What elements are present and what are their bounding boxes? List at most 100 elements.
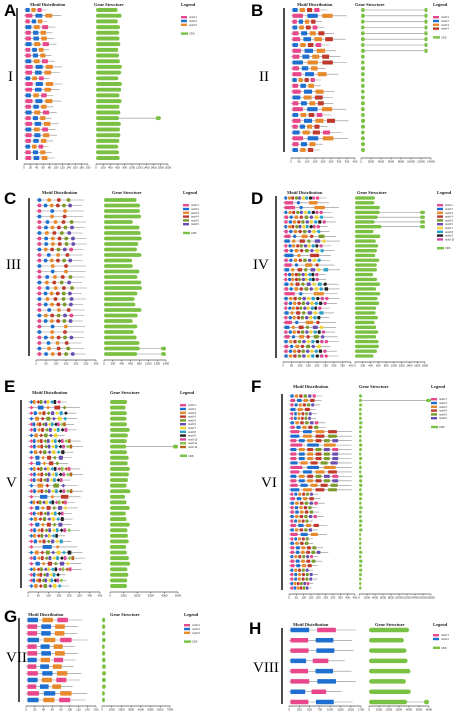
motif-mark (43, 335, 48, 340)
legend-label: motif 9 (188, 434, 196, 438)
motif-mark (41, 677, 52, 683)
motif-mark (308, 258, 312, 262)
motif-mark (307, 465, 319, 470)
motif-mark (297, 253, 301, 258)
motif-mark (55, 539, 60, 544)
motif-mark (58, 444, 63, 449)
motif-mark (64, 236, 69, 241)
legend-label: motif 2 (441, 637, 449, 641)
motif-mark (292, 19, 297, 24)
motif-mark (303, 210, 308, 215)
motif-mark (298, 456, 305, 461)
motif-mark (290, 443, 303, 447)
motif-mark (71, 556, 75, 561)
gene-axis-tick-label: 8000 (388, 596, 395, 600)
motif-mark (61, 500, 65, 505)
motif-mark (43, 439, 48, 443)
motif-mark (290, 658, 307, 664)
motif-mark (29, 511, 34, 516)
motif-mark (317, 344, 321, 349)
panel-label: G (4, 607, 18, 626)
motif-mark (37, 324, 42, 329)
legend-swatch (433, 634, 439, 637)
motif-mark (29, 517, 34, 522)
motif-mark (284, 201, 294, 205)
cds-block (361, 48, 365, 53)
cds-block (355, 220, 375, 224)
gene-axis-tick-label: 1600 (150, 166, 157, 170)
motif-mark (50, 466, 55, 471)
motif-mark (312, 130, 320, 135)
motif-mark (290, 568, 294, 572)
motif-mark (42, 545, 52, 549)
motif-mark (47, 439, 50, 443)
motif-mark (332, 448, 339, 452)
cds-block (104, 258, 133, 263)
motif-mark (52, 522, 57, 527)
motif-mark (310, 461, 318, 465)
motif-mark (290, 564, 295, 568)
motif-mark (44, 444, 48, 449)
group-label: I (8, 69, 13, 85)
motif-mark (294, 412, 297, 416)
panel-f-plot: 0 50 100 150 200 250 300 350 400 450 0 2000 4000 6000… (281, 394, 447, 600)
motif-mark (43, 247, 48, 252)
motif-axis-tick-label: 300 (337, 160, 342, 164)
motif-mark (39, 572, 42, 577)
motif-mark (315, 42, 322, 48)
panel-label: D (251, 189, 264, 208)
motif-mark (315, 244, 319, 248)
cds-block (104, 275, 138, 279)
motif-mark (316, 648, 335, 653)
cds-block (359, 448, 362, 452)
motif-mark (290, 541, 294, 545)
cds-block (96, 116, 119, 121)
cds-block (110, 567, 128, 572)
motif-mark (284, 306, 288, 310)
motif-mark (302, 225, 306, 229)
motif-mark (298, 77, 303, 83)
motif-axis-tick-label: 80 (59, 708, 63, 712)
motif-mark (37, 313, 42, 318)
motif-mark (34, 450, 38, 455)
motif-mark (51, 472, 56, 477)
motif-mark (297, 416, 301, 420)
motif-mark (323, 439, 330, 443)
motif-mark (39, 400, 43, 404)
motif-mark (47, 346, 51, 351)
motif-mark (290, 403, 294, 407)
motif-axis-tick-label: 250 (329, 160, 334, 164)
motif-mark (305, 72, 314, 77)
motif-mark (25, 82, 33, 86)
motif-mark (295, 306, 300, 310)
motif-mark (29, 505, 34, 510)
motif-mark (304, 77, 309, 83)
motif-axis-tick-label: 350 (98, 594, 103, 598)
cds-block (361, 60, 365, 65)
motif-mark (25, 87, 33, 92)
motif-mark (29, 533, 34, 538)
motif-mark (56, 572, 61, 577)
motif-mark (52, 280, 57, 285)
cds-block (96, 8, 118, 12)
motif-mark (48, 528, 51, 533)
motif-mark (29, 561, 34, 566)
motif-mark (307, 136, 319, 141)
motif-mark (297, 268, 303, 272)
motif-mark (289, 229, 293, 234)
motif-mark (43, 450, 47, 455)
cds-block (96, 53, 120, 58)
gene-axis-tick-label: 6000 (426, 708, 433, 712)
motif-mark (62, 258, 67, 263)
motif-mark (321, 107, 333, 112)
motif-mark (61, 297, 66, 301)
motif-mark (25, 59, 32, 64)
motif-mark (37, 209, 42, 213)
cds-block (359, 577, 362, 581)
motif-mark (326, 118, 336, 123)
cds-block (355, 330, 379, 334)
motif-mark (314, 220, 318, 224)
cds-block (369, 679, 406, 684)
motif-mark (299, 244, 303, 248)
motif-mark (40, 489, 44, 494)
